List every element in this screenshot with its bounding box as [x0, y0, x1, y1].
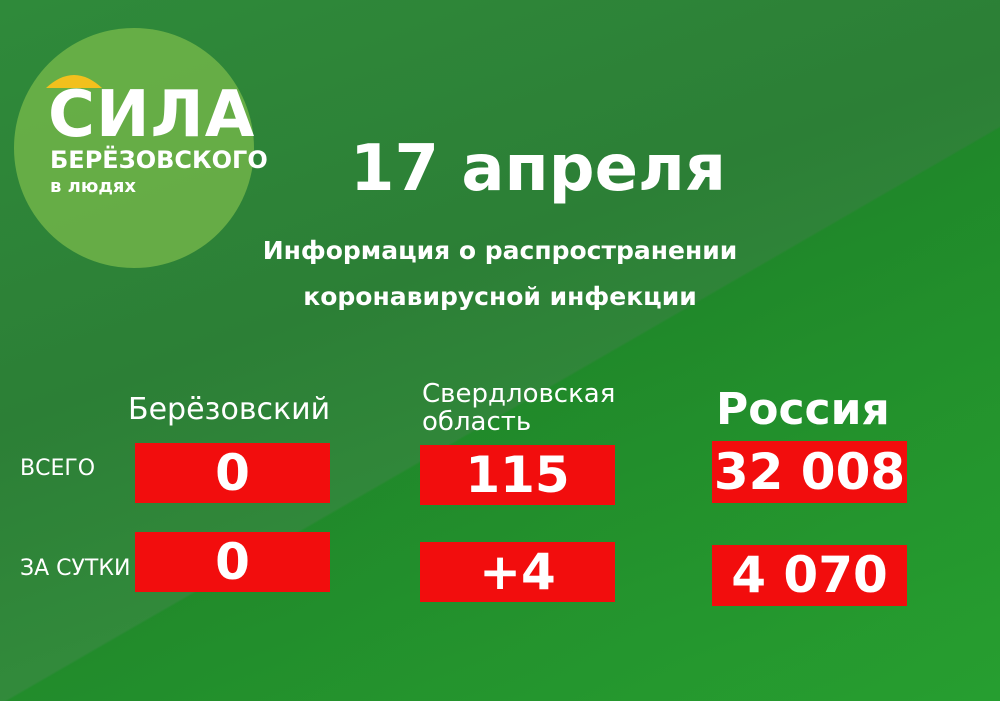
column-header: Свердловская область — [422, 379, 616, 437]
column-header: Берёзовский — [128, 392, 331, 427]
subtitle: Информация о распространении коронавирус… — [262, 236, 738, 311]
value-cell: 0 — [135, 443, 330, 503]
value-cell: 4 070 — [712, 545, 907, 606]
row-label: ЗА СУТКИ — [20, 556, 131, 581]
row-label: ВСЕГО — [20, 456, 96, 481]
logo-line: в людях — [50, 176, 137, 197]
logo-icon — [46, 75, 102, 88]
value-cell: 0 — [135, 532, 330, 592]
date: 17 апреля — [350, 132, 726, 206]
logo-title: СИЛА — [48, 78, 256, 152]
value-cell: 32 008 — [712, 441, 907, 503]
column-header: Россия — [716, 384, 890, 435]
logo-line: БЕРЁЗОВСКОГО — [50, 146, 268, 174]
logo-circle — [14, 28, 254, 268]
value-cell: +4 — [420, 542, 615, 602]
value-cell: 115 — [420, 445, 615, 505]
